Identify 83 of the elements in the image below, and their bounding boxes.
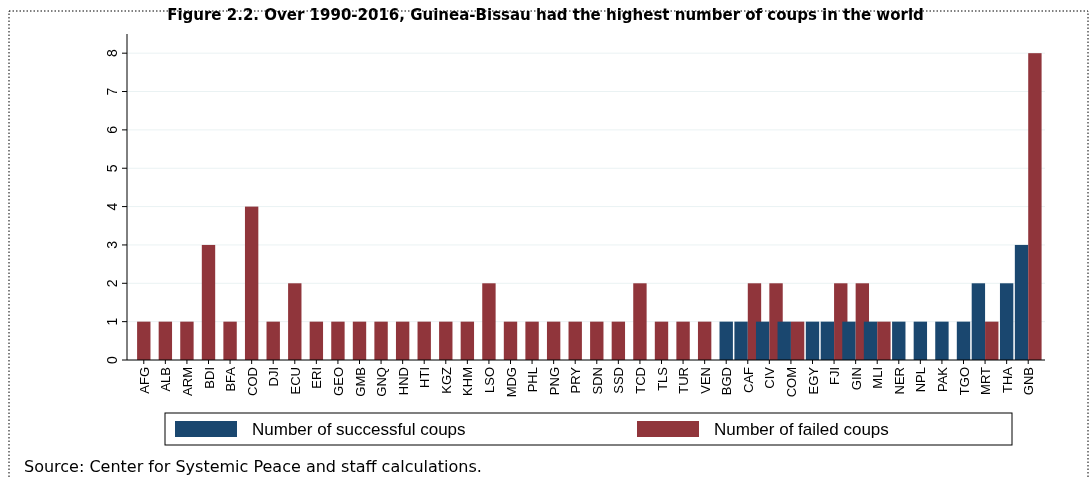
x-tick-label: MDG	[503, 367, 519, 398]
x-tick-label: GNB	[1021, 367, 1037, 396]
x-tick-label: HND	[395, 367, 411, 396]
y-tick-label: 5	[104, 164, 120, 173]
y-tick-label: 6	[104, 125, 120, 134]
x-tick-label: ALB	[158, 367, 174, 392]
bar	[331, 321, 345, 360]
bar	[503, 321, 518, 360]
bar	[820, 321, 835, 360]
bar	[395, 321, 410, 360]
x-tick-label: AFG	[136, 367, 152, 394]
y-tick-label: 2	[104, 279, 120, 288]
x-tick-label: SDN	[589, 367, 605, 395]
bar	[180, 321, 194, 360]
bar	[777, 321, 791, 360]
x-tick-label: LSO	[481, 367, 497, 394]
x-tick-label: MRT	[978, 366, 994, 395]
bar	[439, 321, 453, 360]
bar	[201, 244, 216, 360]
x-tick-label: GNQ	[374, 367, 390, 397]
x-tick-label: FJI	[827, 367, 843, 386]
x-tick-label: GEO	[330, 367, 346, 396]
x-tick-label: NPL	[913, 367, 929, 393]
x-tick-label: CIV	[762, 366, 778, 389]
y-tick-label: 0	[104, 355, 120, 364]
bar	[971, 283, 986, 360]
y-tick-label: 4	[104, 202, 120, 211]
x-tick-label: VEN	[697, 367, 713, 394]
x-tick-label: COD	[244, 367, 260, 396]
x-tick-label: GIN	[848, 367, 864, 391]
x-tick-label: ECU	[287, 367, 303, 395]
x-tick-label: CAF	[740, 366, 756, 393]
bar	[288, 283, 302, 360]
bar	[158, 321, 173, 360]
bar	[755, 321, 770, 360]
chart-title: Figure 2.2. Over 1990-2016, Guinea-Bissau had the highest number of coups in the world	[167, 6, 924, 24]
bar	[1014, 244, 1029, 360]
x-tick-label: PNG	[546, 367, 562, 396]
x-tick-label: PAK	[934, 366, 950, 393]
x-tick-label: TUR	[676, 367, 692, 394]
y-tick-label: 7	[104, 87, 120, 96]
y-tick-label: 1	[104, 317, 120, 326]
bar	[460, 321, 475, 360]
legend-label: Number of failed coups	[714, 420, 889, 439]
x-tick-label: PRY	[568, 366, 584, 394]
x-tick-label: MLI	[870, 367, 886, 389]
x-tick-label: SSD	[611, 367, 627, 394]
bar	[309, 321, 324, 360]
bar	[985, 321, 999, 360]
bar	[863, 321, 878, 360]
x-tick-label: HTI	[417, 367, 433, 388]
x-tick-label: TGO	[956, 367, 972, 396]
x-tick-label: TLS	[654, 366, 670, 391]
bar	[417, 321, 431, 360]
x-tick-label: ARM	[179, 367, 195, 396]
bar	[877, 321, 891, 360]
bar	[352, 321, 367, 360]
x-tick-label: COM	[783, 367, 799, 398]
y-tick-label: 8	[104, 49, 120, 58]
bar	[374, 321, 388, 360]
x-tick-label: BGD	[719, 367, 735, 396]
x-tick-label: DJI	[266, 367, 282, 387]
x-tick-label: ERI	[309, 367, 325, 389]
bar	[1028, 53, 1042, 360]
x-tick-label: KGZ	[438, 366, 454, 394]
x-tick-label: GMB	[352, 367, 368, 397]
x-tick-label: TCD	[632, 367, 648, 394]
x-tick-label: PHL	[525, 367, 541, 393]
bar	[266, 321, 280, 360]
bar	[137, 321, 151, 360]
x-tick-label: NER	[891, 367, 907, 395]
x-tick-label: BDI	[201, 367, 217, 389]
x-tick-label: EGY	[805, 366, 821, 395]
bar	[244, 206, 259, 360]
source-note: Source: Center for Systemic Peace and staff calculations.	[24, 457, 482, 476]
bar	[842, 321, 856, 360]
x-tick-label: THA	[999, 366, 1015, 393]
bar	[482, 283, 496, 360]
bar	[223, 321, 237, 360]
y-tick-label: 3	[104, 240, 120, 249]
x-tick-label: BFA	[223, 366, 239, 392]
legend-label: Number of successful coups	[252, 420, 466, 439]
x-tick-label: KHM	[460, 367, 476, 396]
